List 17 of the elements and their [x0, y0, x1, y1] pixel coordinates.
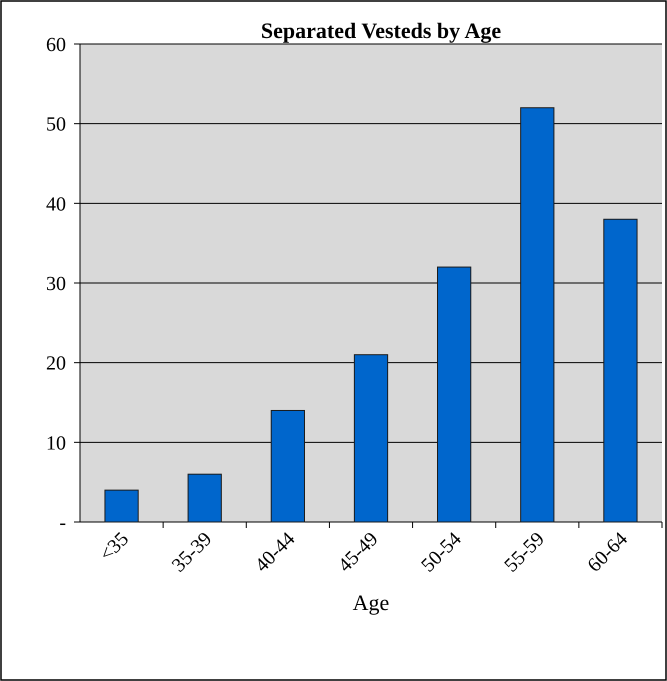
- y-tick-label: -: [59, 512, 66, 534]
- y-tick-label: 30: [46, 273, 66, 295]
- bar: [603, 218, 638, 522]
- y-tick-label: 40: [46, 193, 66, 216]
- y-tick-label: 10: [46, 432, 66, 454]
- bar: [104, 490, 139, 522]
- x-axis-title: Age: [352, 590, 390, 615]
- chart-title: Separated Vesteds by Age: [260, 18, 502, 43]
- bar: [354, 354, 388, 522]
- bar: [520, 107, 554, 522]
- bar: [188, 474, 222, 522]
- y-tick-label: 60: [46, 34, 66, 56]
- x-tick-label: <35: [95, 528, 134, 566]
- y-tick-label: 50: [46, 114, 66, 136]
- y-tick-label: 20: [46, 352, 66, 375]
- bar: [437, 266, 472, 522]
- bar: [270, 410, 305, 522]
